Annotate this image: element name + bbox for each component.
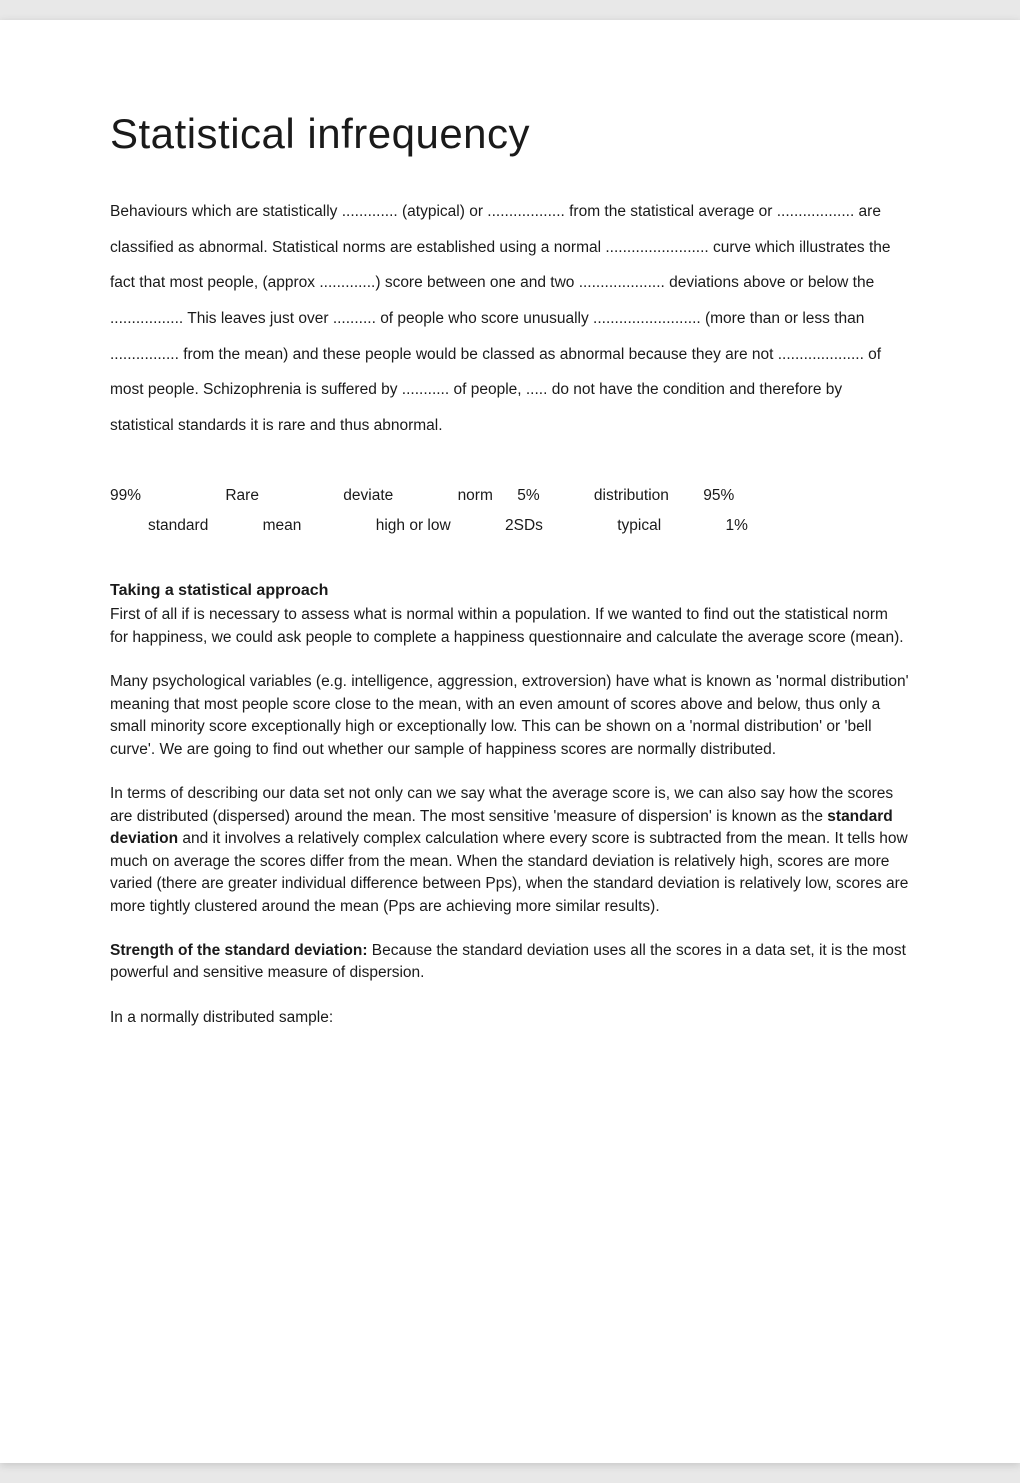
word-bank-item: typical <box>617 511 661 540</box>
para3-pre: In terms of describing our data set not … <box>110 785 893 824</box>
word-bank-item: deviate <box>343 481 393 510</box>
para4-bold-lead: Strength of the standard deviation: <box>110 942 367 959</box>
para3-post: and it involves a relatively complex cal… <box>110 830 908 914</box>
word-bank-item: 99% <box>110 481 141 510</box>
word-bank-item: 95% <box>703 481 734 510</box>
word-bank-item: 5% <box>517 481 539 510</box>
word-bank-item: mean <box>263 511 302 540</box>
word-bank-item: Rare <box>225 481 259 510</box>
word-bank-row-1: 99% Rare deviate norm 5% distribution 95… <box>110 481 910 510</box>
document-page: Statistical infrequency Behaviours which… <box>0 20 1020 1463</box>
paragraph-2: Many psychological variables (e.g. intel… <box>110 671 910 761</box>
paragraph-4: Strength of the standard deviation: Beca… <box>110 940 910 985</box>
word-bank-item: 2SDs <box>505 511 543 540</box>
paragraph-1: First of all if is necessary to assess w… <box>110 604 910 649</box>
paragraph-5: In a normally distributed sample: <box>110 1007 910 1029</box>
word-bank-row-2: standard mean high or low 2SDs typical 1… <box>110 511 910 540</box>
word-bank: 99% Rare deviate norm 5% distribution 95… <box>110 481 910 540</box>
fill-in-paragraph: Behaviours which are statistically .....… <box>110 194 910 443</box>
word-bank-item: standard <box>148 511 208 540</box>
word-bank-item: distribution <box>594 481 669 510</box>
word-bank-item: 1% <box>725 511 747 540</box>
paragraph-3: In terms of describing our data set not … <box>110 783 910 918</box>
word-bank-item: norm <box>458 481 493 510</box>
section-heading: Taking a statistical approach <box>110 582 910 600</box>
word-bank-item: high or low <box>376 511 451 540</box>
page-title: Statistical infrequency <box>110 110 910 158</box>
